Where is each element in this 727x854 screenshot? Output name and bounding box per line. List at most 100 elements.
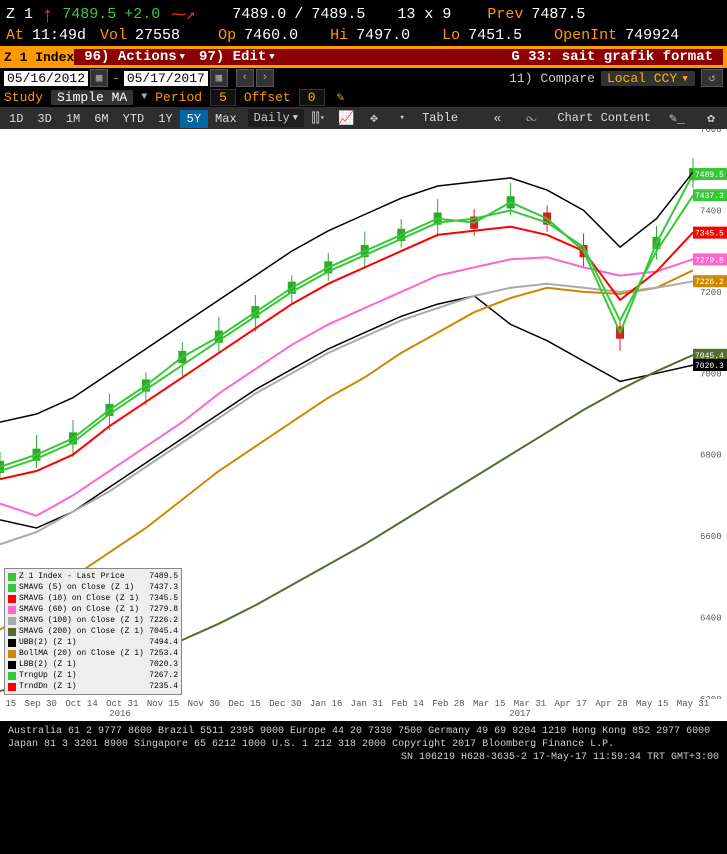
wave-icon[interactable]: ⧜ [518, 108, 544, 128]
vol-value: 27558 [135, 27, 180, 44]
chart-type-select[interactable]: ⫿⫿ ▾ [305, 108, 331, 128]
x-tick: May 15 [636, 699, 668, 709]
timeframe-1y[interactable]: 1Y [151, 110, 179, 128]
legend-swatch [8, 573, 16, 581]
ccy-select[interactable]: Local CCY ▾ [601, 71, 695, 86]
legend-label: LBB(2) (Z 1) [19, 659, 77, 670]
legend-label: BollMA (20) on Close (Z 1) [19, 648, 144, 659]
legend-row: TrndDn (Z 1) 7235.4 [8, 681, 178, 692]
edit-icon[interactable]: ✎_ [664, 108, 690, 128]
footer-line: Japan 81 3 3201 8900 Singapore 65 6212 1… [8, 738, 719, 751]
timeframe-ytd[interactable]: YTD [116, 110, 152, 128]
crosshair-button[interactable]: ✥ [361, 108, 387, 128]
period-input[interactable]: 5 [210, 89, 236, 106]
legend-row: SMAVG (200) on Close (Z 1) 7045.4 [8, 626, 178, 637]
date-from-input[interactable]: 05/16/2012 [4, 71, 88, 86]
table-button[interactable]: Table [416, 109, 464, 127]
svg-text:7489.5: 7489.5 [695, 171, 724, 180]
gear-icon[interactable]: ✿ [698, 108, 724, 128]
freq-select[interactable]: Daily ▼ [248, 109, 304, 127]
spark-icon: ⁓↗ [171, 5, 195, 24]
timeframe-max[interactable]: Max [208, 110, 244, 128]
legend-swatch [8, 639, 16, 647]
legend-label: SMAVG (10) on Close (Z 1) [19, 593, 139, 604]
nav-prev-button[interactable]: ‹ [236, 69, 254, 87]
bid-price: 7489.0 [232, 6, 286, 23]
chart-content-button[interactable]: Chart Content [551, 109, 657, 127]
footer-line: Australia 61 2 9777 8600 Brazil 5511 239… [8, 725, 719, 738]
date-to-input[interactable]: 05/17/2017 [124, 71, 208, 86]
timeframe-3d[interactable]: 3D [30, 110, 58, 128]
legend-value: 7226.2 [149, 615, 178, 626]
last-price: 7489.5 [62, 6, 116, 23]
x-tick: Oct 31 [106, 699, 138, 709]
ticker-symbol: Z 1 [6, 6, 33, 23]
legend-value: 7235.4 [149, 681, 178, 692]
edit-label: 97) Edit [199, 49, 266, 65]
x-tick: Nov 15 [147, 699, 179, 709]
legend-value: 7020.3 [149, 659, 178, 670]
caret-down-icon: ▼ [180, 52, 185, 62]
legend-swatch [8, 606, 16, 614]
at-time: 11:49d [32, 27, 86, 44]
date-from-picker[interactable]: ▦ [90, 69, 108, 87]
caret-down-icon: ▼ [269, 52, 274, 62]
legend-row: SMAVG (5) on Close (Z 1) 7437.3 [8, 582, 178, 593]
actions-label: 96) Actions [84, 49, 176, 65]
x-year: 2016 [109, 709, 131, 719]
collapse-icon[interactable]: « [484, 108, 510, 128]
legend-label: SMAVG (200) on Close (Z 1) [19, 626, 144, 637]
offset-label: Offset [244, 90, 291, 105]
svg-text:7200: 7200 [700, 288, 722, 298]
legend-label: Z 1 Index - Last Price [19, 571, 125, 582]
x-tick: Sep 15 [0, 699, 16, 709]
more-tools-button[interactable]: ▾ [389, 108, 415, 128]
bidask-size: 13 x 9 [397, 6, 451, 23]
slash: / [294, 6, 303, 23]
prev-label: Prev [487, 6, 523, 23]
date-sep: - [112, 71, 120, 86]
at-label: At [6, 27, 24, 44]
pencil-icon[interactable]: ✎ [337, 90, 345, 105]
legend-box: Z 1 Index - Last Price 7489.5SMAVG (5) o… [4, 568, 182, 695]
timeframe-6m[interactable]: 6M [87, 110, 115, 128]
legend-swatch [8, 683, 16, 691]
caret-down-icon: ▼ [141, 92, 147, 103]
legend-swatch [8, 650, 16, 658]
x-tick: Nov 30 [188, 699, 220, 709]
caret-down-icon: ▾ [681, 71, 689, 86]
vol-label: Vol [100, 27, 127, 44]
refresh-button[interactable]: ↺ [701, 69, 723, 87]
legend-label: UBB(2) (Z 1) [19, 637, 77, 648]
legend-row: SMAVG (100) on Close (Z 1) 7226.2 [8, 615, 178, 626]
nav-next-button[interactable]: › [256, 69, 274, 87]
x-tick: May 31 [677, 699, 709, 709]
index-name: Z 1 Index [4, 50, 74, 65]
svg-text:6600: 6600 [700, 532, 722, 542]
x-tick: Dec 30 [269, 699, 301, 709]
offset-input[interactable]: 0 [299, 89, 325, 106]
study-select[interactable]: Simple MA [51, 90, 133, 105]
date-to-picker[interactable]: ▦ [210, 69, 228, 87]
timeframe-1d[interactable]: 1D [2, 110, 30, 128]
chart-panel[interactable]: 620064006600680070007200740076007489.574… [0, 129, 727, 699]
svg-text:7020.3: 7020.3 [695, 362, 724, 371]
legend-row: UBB(2) (Z 1) 7494.4 [8, 637, 178, 648]
actions-menu[interactable]: 96) Actions ▼ [84, 49, 185, 65]
compare-label[interactable]: 11) Compare [509, 71, 595, 86]
legend-row: SMAVG (60) on Close (Z 1) 7279.8 [8, 604, 178, 615]
x-tick: Sep 30 [25, 699, 57, 709]
op-label: Op [218, 27, 236, 44]
lo-label: Lo [442, 27, 460, 44]
svg-text:7437.3: 7437.3 [695, 192, 724, 201]
edit-menu[interactable]: 97) Edit ▼ [199, 49, 275, 65]
legend-value: 7489.5 [149, 571, 178, 582]
x-tick: Mar 15 [473, 699, 505, 709]
legend-label: TrndDn (Z 1) [19, 681, 77, 692]
timeframe-5y[interactable]: 5Y [180, 110, 208, 128]
legend-label: SMAVG (60) on Close (Z 1) [19, 604, 139, 615]
drawing-button[interactable]: 📈 [333, 108, 359, 128]
legend-swatch [8, 584, 16, 592]
timeframe-1m[interactable]: 1M [59, 110, 87, 128]
red-menubar: 96) Actions ▼ 97) Edit ▼ G 33: sait graf… [74, 49, 723, 65]
